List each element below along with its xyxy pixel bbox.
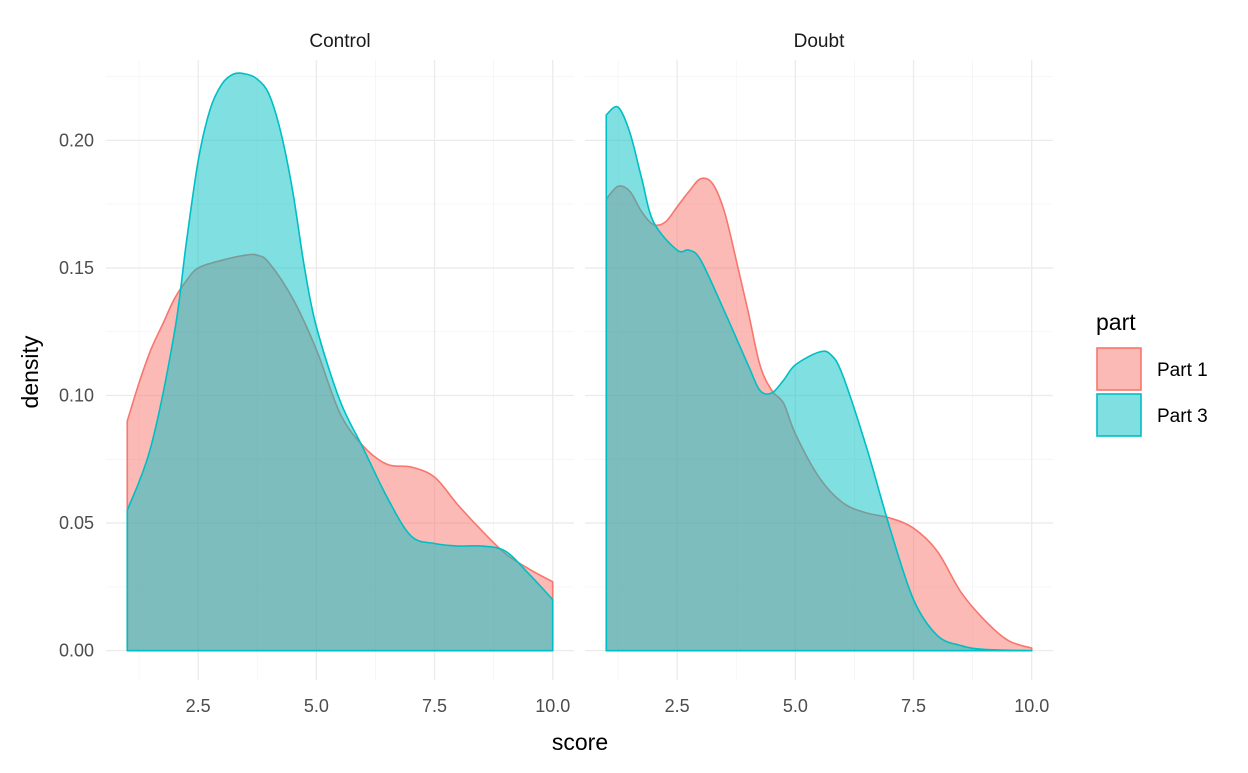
facet-strip-label: Control	[309, 31, 370, 52]
x-tick-label: 10.0	[535, 696, 570, 716]
x-axis-title: score	[552, 729, 608, 755]
y-tick-label: 0.05	[59, 513, 94, 533]
x-tick-label: 2.5	[186, 696, 211, 716]
facet-panel-control: Control 2.5 5.0 7.5 10.0 0.00 0.05 0.10 0.15 0.20	[59, 31, 574, 716]
density-line-doubt-part-3	[605, 105, 1033, 652]
legend-key	[1096, 393, 1142, 437]
y-tick-label: 0.15	[59, 258, 94, 278]
y-axis-title: density	[17, 335, 43, 408]
density-line-doubt-part-1	[605, 177, 1033, 652]
legend: part Part 1 Part 3	[1096, 309, 1208, 437]
facet-panel-doubt: Doubt 2.5 5.0 7.5 10.0	[585, 31, 1053, 716]
y-tick-label: 0.00	[59, 641, 94, 661]
x-tick-label: 2.5	[665, 696, 690, 716]
facet-panels: Control 2.5 5.0 7.5 10.0 0.00 0.05 0.10 0.15 0.20…	[59, 31, 1053, 716]
legend-item-part-1: Part 1	[1096, 347, 1208, 391]
x-tick-label: 7.5	[901, 696, 926, 716]
legend-item-part-3: Part 3	[1096, 393, 1208, 437]
y-tick-label: 0.10	[59, 386, 94, 406]
facet-strip-label: Doubt	[794, 31, 845, 52]
x-tick-label: 5.0	[783, 696, 808, 716]
density-area-control-part-3	[127, 73, 553, 651]
x-tick-label: 10.0	[1014, 696, 1049, 716]
density-line-control-part-3	[126, 72, 554, 652]
legend-label: Part 1	[1157, 360, 1208, 381]
x-tick-label: 5.0	[304, 696, 329, 716]
density-area-doubt-part-3	[606, 106, 1032, 651]
y-tick-label: 0.20	[59, 130, 94, 150]
legend-title: part	[1096, 309, 1136, 335]
legend-key	[1096, 347, 1142, 391]
x-tick-label: 7.5	[422, 696, 447, 716]
legend-label: Part 3	[1157, 406, 1208, 427]
